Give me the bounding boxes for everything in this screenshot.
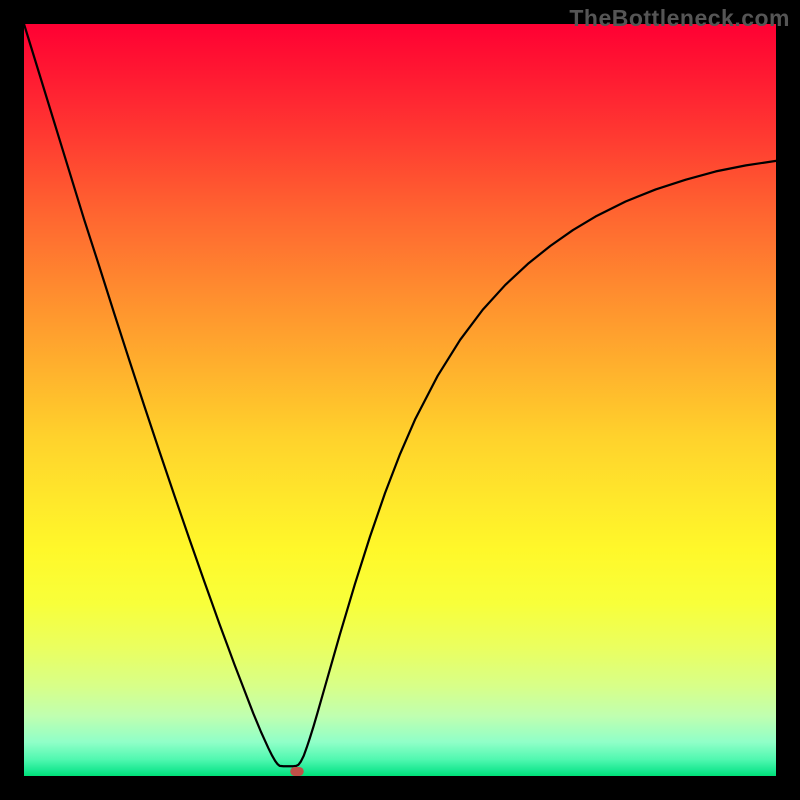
bottleneck-chart: [0, 0, 800, 800]
plot-background: [24, 24, 776, 776]
optimum-marker: [290, 767, 304, 776]
watermark-text: TheBottleneck.com: [569, 5, 790, 32]
